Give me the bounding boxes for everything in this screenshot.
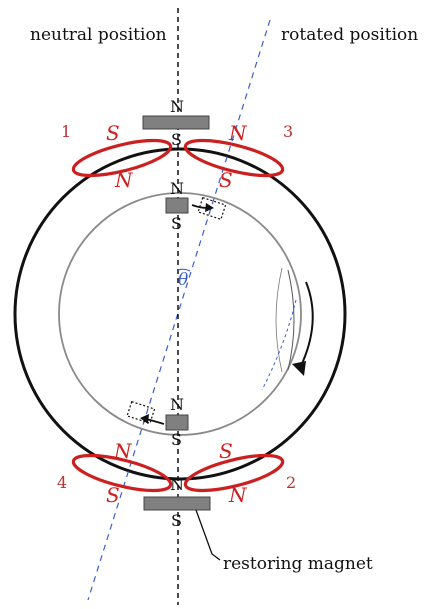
rotation-arrow-arc bbox=[299, 281, 314, 369]
outer-ring bbox=[13, 147, 347, 481]
bottom-rotor-magnet bbox=[165, 414, 189, 431]
rotation-arc-thin bbox=[287, 269, 295, 371]
coil-3-number: 3 bbox=[283, 122, 293, 141]
top-rotated-outline bbox=[197, 196, 227, 221]
top-rotor-magnet bbox=[165, 197, 189, 214]
top-fixed-south: S bbox=[171, 130, 182, 149]
coil-3-pole-n: N bbox=[228, 121, 248, 145]
rotated-axis bbox=[87, 19, 271, 601]
rotated-position-label: rotated position bbox=[281, 25, 418, 45]
coil-3-ellipse bbox=[183, 138, 285, 178]
angle-label: θ bbox=[178, 270, 188, 290]
coil-1-number: 1 bbox=[61, 122, 71, 141]
restoring-magnet-leader bbox=[195, 509, 221, 561]
coil-1-pole-n: N bbox=[114, 168, 134, 192]
coil-1-pole-s: S bbox=[106, 121, 120, 145]
restoring-magnet-label: restoring magnet bbox=[223, 554, 373, 574]
top-motion-arrowhead bbox=[205, 203, 214, 212]
bottom-rotor-south: S bbox=[171, 430, 182, 449]
bottom-fixed-south: S bbox=[171, 511, 182, 530]
bottom-fixed-magnet bbox=[143, 496, 211, 511]
coil-3-pole-s: S bbox=[219, 168, 233, 192]
top-rotor-north: N bbox=[170, 179, 184, 198]
angle-arc bbox=[177, 268, 191, 272]
bottom-motion-arrowhead bbox=[140, 414, 149, 424]
inner-ring bbox=[58, 192, 302, 436]
rotation-arrowhead bbox=[292, 361, 306, 376]
coil-4-pole-n: N bbox=[113, 439, 133, 463]
top-fixed-magnet bbox=[142, 115, 210, 130]
coil-2-number: 2 bbox=[286, 473, 296, 492]
coil-4-pole-s: S bbox=[106, 483, 120, 507]
coil-2-pole-n: N bbox=[228, 483, 248, 507]
coil-4-ellipse bbox=[71, 453, 173, 493]
rotation-arc-dashed bbox=[261, 299, 297, 391]
coil-2-pole-s: S bbox=[219, 439, 233, 463]
bottom-rotor-north: N bbox=[170, 395, 184, 414]
bottom-fixed-north: N bbox=[170, 475, 184, 494]
neutral-position-label: neutral position bbox=[30, 25, 167, 45]
coil-4-number: 4 bbox=[57, 473, 67, 492]
bottom-rotated-outline bbox=[126, 400, 156, 425]
coil-1-ellipse bbox=[71, 138, 173, 178]
top-rotor-south: S bbox=[171, 214, 182, 233]
rotation-arc-thin-2 bbox=[275, 267, 283, 373]
coil-2-ellipse bbox=[183, 453, 285, 493]
top-fixed-north: N bbox=[170, 97, 184, 116]
